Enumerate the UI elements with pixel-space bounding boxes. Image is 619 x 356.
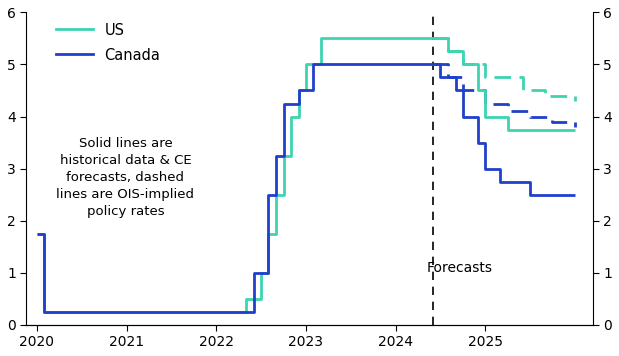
Legend: US, Canada: US, Canada [51, 17, 166, 69]
Text: Solid lines are
historical data & CE
forecasts, dashed
lines are OIS-implied
pol: Solid lines are historical data & CE for… [56, 137, 194, 219]
Text: Forecasts: Forecasts [426, 261, 493, 276]
